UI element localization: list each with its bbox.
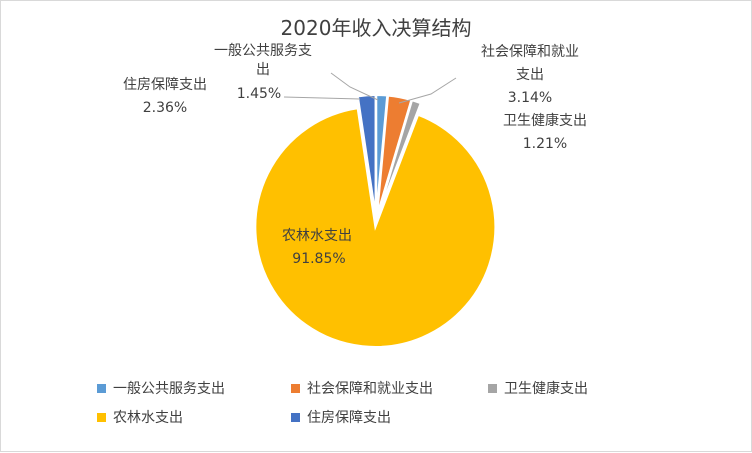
pie-slice-2 bbox=[376, 99, 422, 216]
leader-line-0 bbox=[330, 72, 379, 101]
data-label-name-4: 住房保障支出 bbox=[123, 77, 207, 93]
data-label-name-2: 卫生健康支出 bbox=[503, 112, 587, 129]
legend-swatch-1 bbox=[291, 384, 300, 393]
chart-title: 2020年收入决算结构 bbox=[281, 16, 472, 40]
legend-swatch-3 bbox=[97, 413, 106, 422]
data-label-value-1: 3.14% bbox=[508, 90, 552, 106]
legend-swatch-4 bbox=[291, 413, 300, 422]
data-label-name-0: 一般公共服务支 bbox=[214, 43, 312, 59]
data-label-name-1: 社会保障和就业 bbox=[481, 44, 579, 60]
data-label-name-1: 支出 bbox=[516, 67, 544, 83]
legend-label-3: 农林水支出 bbox=[113, 410, 183, 426]
data-label-name-0: 出 bbox=[256, 62, 270, 78]
legend-label-2: 卫生健康支出 bbox=[504, 380, 588, 397]
pie-slice-4 bbox=[356, 94, 377, 216]
leader-line-1 bbox=[398, 77, 457, 104]
legend-swatch-0 bbox=[97, 384, 106, 393]
pie-slice-3 bbox=[254, 107, 497, 348]
legend-label-4: 住房保障支出 bbox=[307, 410, 391, 426]
data-label-name-3: 农林水支出 bbox=[282, 228, 352, 244]
legend-swatch-2 bbox=[488, 384, 497, 393]
data-label-value-2: 1.21% bbox=[523, 136, 567, 152]
leader-line-4 bbox=[283, 96, 361, 100]
data-label-value-0: 1.45% bbox=[237, 86, 281, 102]
data-label-value-4: 2.36% bbox=[143, 100, 187, 116]
legend-label-0: 一般公共服务支出 bbox=[113, 381, 225, 397]
data-label-value-3: 91.85% bbox=[292, 251, 345, 267]
legend-label-1: 社会保障和就业支出 bbox=[307, 381, 433, 397]
